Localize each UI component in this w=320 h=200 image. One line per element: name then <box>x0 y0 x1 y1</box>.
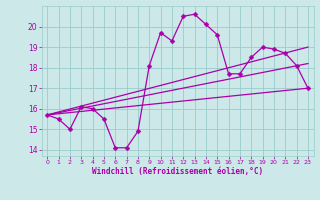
X-axis label: Windchill (Refroidissement éolien,°C): Windchill (Refroidissement éolien,°C) <box>92 167 263 176</box>
